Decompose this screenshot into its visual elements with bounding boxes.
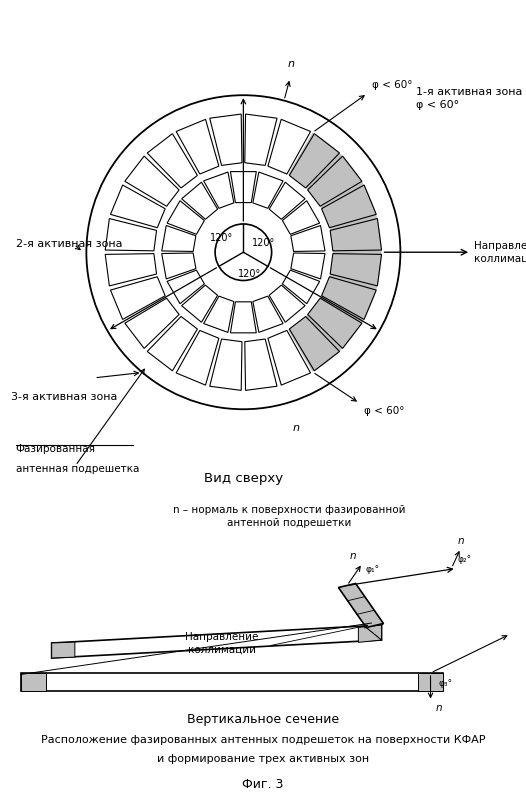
Polygon shape xyxy=(291,226,325,251)
Text: Фиг. 3: Фиг. 3 xyxy=(242,778,284,791)
Polygon shape xyxy=(21,673,46,691)
Polygon shape xyxy=(105,254,157,286)
Polygon shape xyxy=(210,339,242,390)
Polygon shape xyxy=(161,253,196,279)
Polygon shape xyxy=(230,302,256,333)
Text: n: n xyxy=(350,551,356,561)
Polygon shape xyxy=(268,330,310,385)
Polygon shape xyxy=(125,156,179,206)
Wedge shape xyxy=(288,133,381,372)
Polygon shape xyxy=(269,182,305,219)
Polygon shape xyxy=(289,317,339,370)
Text: 1-я активная зона
φ < 60°: 1-я активная зона φ < 60° xyxy=(416,87,522,110)
Polygon shape xyxy=(21,673,443,691)
Polygon shape xyxy=(291,253,325,279)
Polygon shape xyxy=(230,172,256,202)
Polygon shape xyxy=(330,254,381,286)
Polygon shape xyxy=(268,119,310,174)
Polygon shape xyxy=(321,277,376,319)
Polygon shape xyxy=(52,642,75,658)
Text: 3-я активная зона: 3-я активная зона xyxy=(11,392,117,402)
Text: φ < 60°: φ < 60° xyxy=(365,406,405,417)
Polygon shape xyxy=(147,317,197,370)
Text: 120°: 120° xyxy=(251,238,275,248)
Polygon shape xyxy=(52,625,381,658)
Polygon shape xyxy=(110,185,165,228)
Polygon shape xyxy=(167,270,205,304)
Text: φ₂°: φ₂° xyxy=(458,555,472,564)
Text: Направление
коллимации: Направление коллимации xyxy=(185,632,258,654)
Polygon shape xyxy=(161,226,196,251)
Text: n – нормаль к поверхности фазированной
антенной подрешетки: n – нормаль к поверхности фазированной а… xyxy=(173,505,405,528)
Polygon shape xyxy=(181,182,218,219)
Text: n: n xyxy=(436,703,442,713)
Polygon shape xyxy=(167,201,205,234)
Polygon shape xyxy=(147,134,197,188)
Polygon shape xyxy=(204,296,234,332)
Polygon shape xyxy=(282,201,320,234)
Text: и формирование трех активных зон: и формирование трех активных зон xyxy=(157,754,369,764)
Polygon shape xyxy=(125,298,179,348)
Polygon shape xyxy=(105,218,157,251)
Polygon shape xyxy=(110,277,165,319)
Polygon shape xyxy=(253,296,283,332)
Polygon shape xyxy=(330,218,381,251)
Polygon shape xyxy=(245,114,277,166)
Polygon shape xyxy=(308,156,362,206)
Text: Расположение фазированных антенных подрешеток на поверхности КФАР: Расположение фазированных антенных подре… xyxy=(41,735,485,745)
Text: 2-я активная зона: 2-я активная зона xyxy=(16,239,122,250)
Polygon shape xyxy=(176,119,219,174)
Polygon shape xyxy=(181,285,218,322)
Polygon shape xyxy=(253,172,283,208)
Polygon shape xyxy=(210,114,242,166)
Polygon shape xyxy=(321,185,376,228)
Text: 120°: 120° xyxy=(238,270,261,279)
Text: Вид сверху: Вид сверху xyxy=(204,472,283,485)
Text: Направление
коллимации: Направление коллимации xyxy=(474,241,526,263)
Polygon shape xyxy=(204,172,234,208)
Polygon shape xyxy=(289,134,339,188)
Text: 120°: 120° xyxy=(210,233,234,243)
Polygon shape xyxy=(269,285,305,322)
Polygon shape xyxy=(308,298,362,348)
Text: φ₃°: φ₃° xyxy=(438,679,452,688)
Text: n: n xyxy=(293,422,300,433)
Polygon shape xyxy=(245,339,277,390)
Polygon shape xyxy=(358,625,381,642)
Polygon shape xyxy=(176,330,219,385)
Polygon shape xyxy=(418,673,443,691)
Text: φ < 60°: φ < 60° xyxy=(372,80,412,90)
Polygon shape xyxy=(282,270,320,304)
Polygon shape xyxy=(338,583,383,627)
Text: n: n xyxy=(458,536,464,546)
Text: Вертикальное сечение: Вертикальное сечение xyxy=(187,713,339,726)
Text: φ₁°: φ₁° xyxy=(365,565,379,574)
Text: Фазированная: Фазированная xyxy=(16,444,96,454)
Text: n: n xyxy=(288,58,295,69)
Text: антенная подрешетка: антенная подрешетка xyxy=(16,464,139,474)
